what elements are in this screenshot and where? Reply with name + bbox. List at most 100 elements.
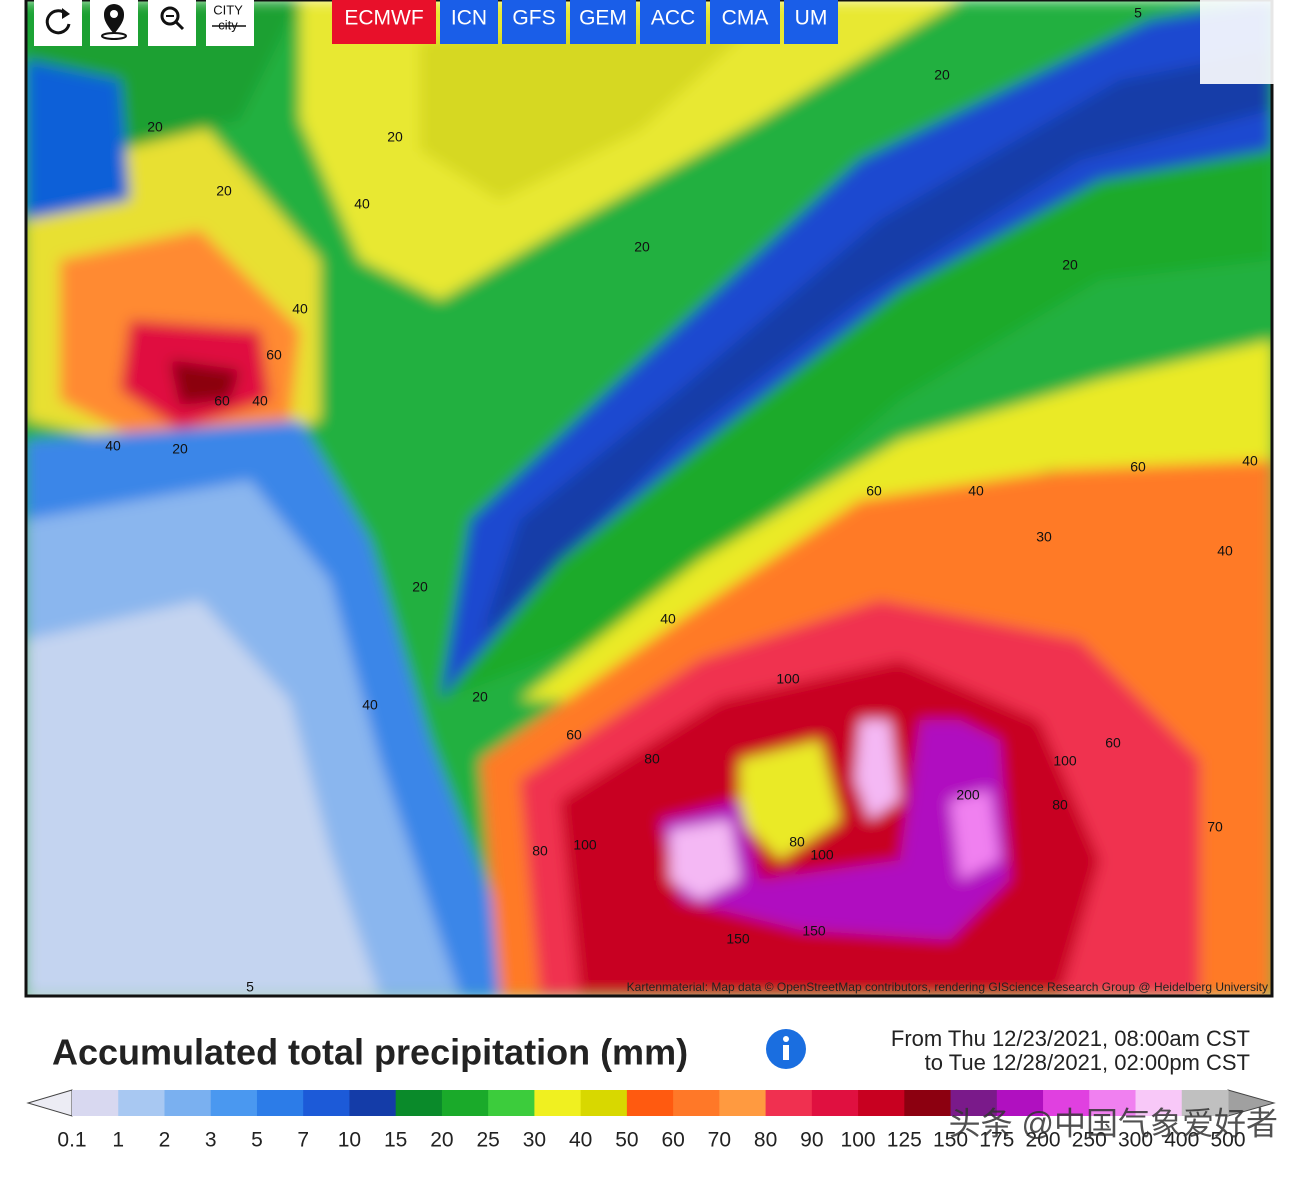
legend-title: Accumulated total precipitation (mm) <box>52 1032 688 1073</box>
contour-label: 20 <box>934 67 950 83</box>
legend-swatch <box>811 1090 859 1116</box>
legend-swatch <box>1135 1090 1183 1116</box>
legend-stop-label: 80 <box>754 1129 777 1152</box>
contour-label: 40 <box>1242 453 1258 469</box>
contour-label: 60 <box>1130 459 1146 475</box>
contour-label: 150 <box>726 931 750 947</box>
contour-label: 40 <box>105 438 121 454</box>
legend-stop-label: 2 <box>159 1129 171 1152</box>
legend-stop-label: 60 <box>661 1129 684 1152</box>
legend-swatch <box>534 1090 582 1116</box>
contour-label: 40 <box>1217 543 1233 559</box>
tab-background <box>784 0 838 44</box>
legend-swatch <box>395 1090 443 1116</box>
legend-swatch <box>673 1090 720 1116</box>
watermark: 头条 @中国气象爱好者 <box>949 1105 1278 1141</box>
refresh-button[interactable] <box>34 0 82 46</box>
legend-swatch <box>904 1090 952 1116</box>
model-tab[interactable]: GFS <box>502 0 566 44</box>
legend-stop-label: 70 <box>708 1129 731 1152</box>
legend-bar: 0.1 1 2 3 5 7 10 15 20 25 30 40 50 60 70 80 90 100 125 150 1… <box>26 1089 1276 1152</box>
contour-label: 20 <box>387 129 403 145</box>
legend-stop-label: 125 <box>887 1129 922 1152</box>
period-from: From Thu 12/23/2021, 08:00am CST <box>891 1026 1250 1051</box>
model-tab[interactable]: ECMWF <box>332 0 436 44</box>
city-label: CITY <box>213 2 243 17</box>
legend-swatch <box>1043 1090 1090 1116</box>
legend-swatch <box>256 1090 304 1116</box>
contour-label: 80 <box>789 834 805 850</box>
tab-label: GEM <box>579 7 627 30</box>
legend-swatch <box>765 1090 813 1116</box>
legend-stop-label: 15 <box>384 1129 407 1152</box>
city-label-struck: city <box>218 17 238 32</box>
map-attribution: Kartenmaterial: Map data © OpenStreetMap… <box>627 980 1268 994</box>
contour-label: 20 <box>634 239 650 255</box>
tab-background <box>710 0 780 44</box>
contour-label: 100 <box>1053 753 1077 769</box>
legend-stop-label: 90 <box>800 1129 823 1152</box>
tab-label: UM <box>795 7 828 30</box>
corner-overlay <box>1200 0 1308 84</box>
legend-stop-label: 5 <box>251 1129 263 1152</box>
legend-stop-label: 0.1 <box>57 1129 86 1152</box>
legend-stop-label: 200 <box>1026 1129 1061 1152</box>
legend-stop-label: 25 <box>476 1129 499 1152</box>
legend-arrow-left <box>26 1089 73 1117</box>
contour-label: 80 <box>532 843 548 859</box>
city-button[interactable]: CITY city <box>206 0 254 46</box>
legend-stop-label: 250 <box>1072 1129 1107 1152</box>
location-button[interactable] <box>90 0 138 46</box>
contour-label: 80 <box>644 751 660 767</box>
contour-label: 80 <box>1052 797 1068 813</box>
map: 5 20 20 20 20 40 20 20 40 60 60 40 40 20 60 40 60 40 30 40 2… <box>26 0 1272 996</box>
legend-swatch <box>164 1090 212 1116</box>
legend-swatch <box>72 1090 119 1116</box>
legend-stop-label: 20 <box>430 1129 453 1152</box>
contour-label: 60 <box>1105 735 1121 751</box>
model-tab[interactable]: ACC <box>640 0 706 44</box>
tab-label: GFS <box>512 7 555 30</box>
legend-stop-label: 400 <box>1164 1129 1199 1152</box>
contour-label: 5 <box>1134 5 1142 21</box>
contour-label: 20 <box>412 579 428 595</box>
contour-label: 5 <box>246 979 254 995</box>
contour-label: 70 <box>1207 819 1223 835</box>
legend-swatch <box>950 1090 998 1116</box>
contour-label: 100 <box>573 837 597 853</box>
legend-stop-label: 300 <box>1118 1129 1153 1152</box>
tab-label: ACC <box>651 7 695 30</box>
legend-swatch <box>719 1090 767 1116</box>
contour-label: 60 <box>266 347 282 363</box>
contour-label: 20 <box>216 183 232 199</box>
contour-label: 100 <box>810 847 834 863</box>
model-tab[interactable]: GEM <box>570 0 636 44</box>
legend-swatch <box>488 1090 535 1116</box>
tab-background <box>502 0 566 44</box>
legend-swatch <box>1089 1090 1137 1116</box>
legend-stop-label: 7 <box>297 1129 309 1152</box>
contour-label: 20 <box>147 119 163 135</box>
contour-label: 20 <box>172 441 188 457</box>
legend-stop-label: 30 <box>523 1129 546 1152</box>
contour-labels: 5 20 20 20 20 40 20 20 40 60 60 40 40 20 60 40 60 40 30 40 2… <box>105 5 1258 995</box>
contour-label: 150 <box>802 923 826 939</box>
model-tabs: ECMWF ICN GFS GEM ACC CMA UM <box>332 0 838 44</box>
legend-swatch <box>858 1090 905 1116</box>
contour-label: 40 <box>660 611 676 627</box>
zoom-out-button[interactable] <box>148 0 196 46</box>
period-to: to Tue 12/28/2021, 02:00pm CST <box>925 1050 1250 1075</box>
model-tab[interactable]: UM <box>784 0 838 44</box>
legend-swatch <box>303 1090 350 1116</box>
model-tab[interactable]: CMA <box>710 0 780 44</box>
legend-stop-label: 50 <box>615 1129 638 1152</box>
tab-label: ICN <box>451 7 487 30</box>
model-tab[interactable]: ICN <box>440 0 498 44</box>
info-icon[interactable] <box>766 1029 806 1069</box>
legend-stop-label: 10 <box>338 1129 361 1152</box>
legend-stop-label: 40 <box>569 1129 592 1152</box>
contour-label: 30 <box>1036 529 1052 545</box>
contour-label: 60 <box>866 483 882 499</box>
map-border <box>24 0 1274 998</box>
